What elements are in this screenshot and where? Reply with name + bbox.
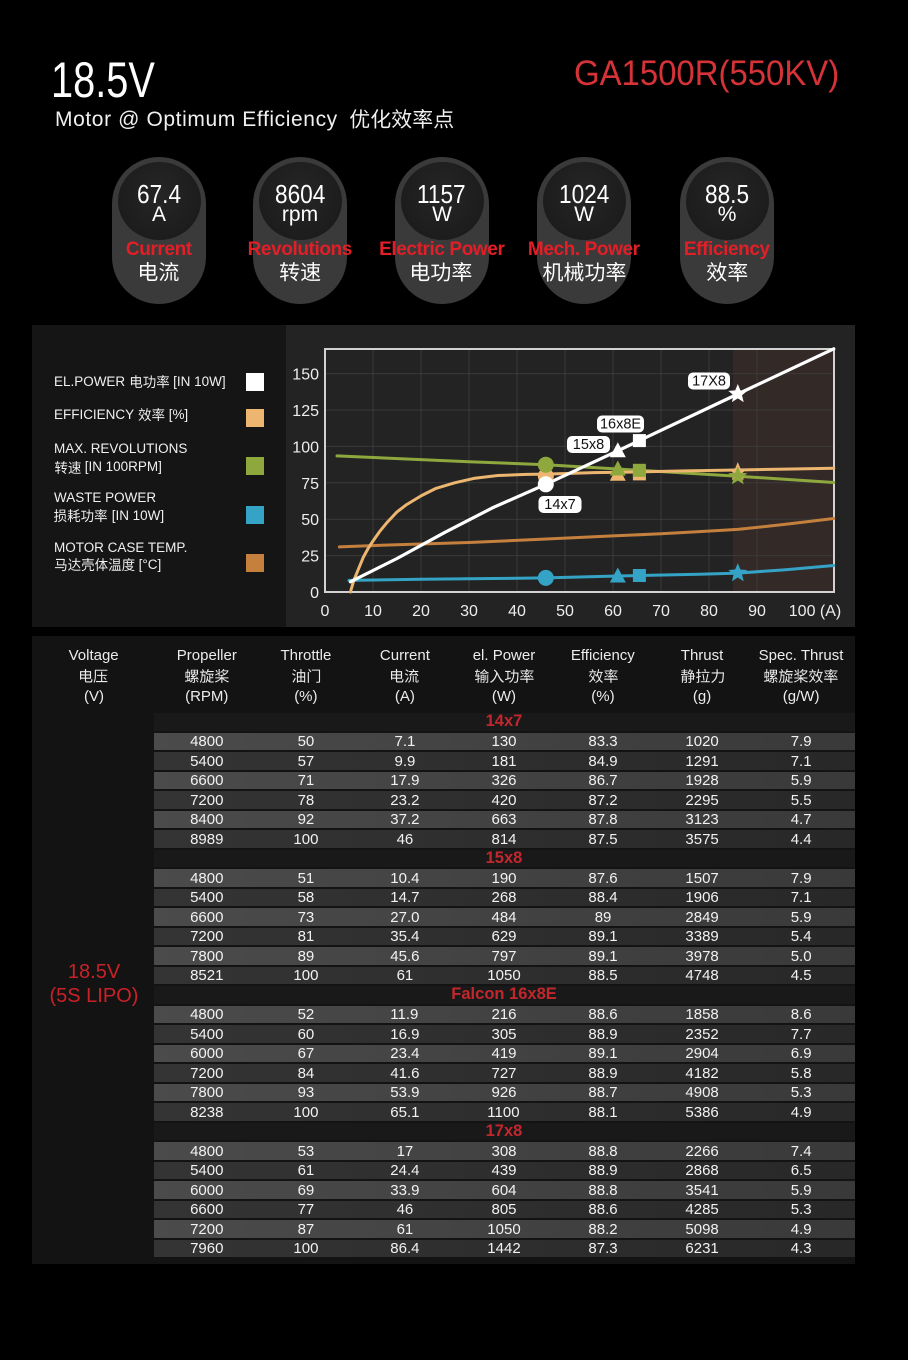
svg-text:75: 75 (301, 476, 319, 493)
svg-text:0: 0 (321, 603, 330, 620)
svg-text:15x8: 15x8 (573, 437, 604, 453)
svg-text:125: 125 (292, 403, 319, 420)
svg-text:20: 20 (412, 603, 430, 620)
svg-text:0: 0 (310, 585, 319, 602)
svg-text:80: 80 (700, 603, 718, 620)
svg-text:25: 25 (301, 549, 319, 566)
svg-text:14x7: 14x7 (544, 497, 575, 513)
svg-text:16x8E: 16x8E (600, 417, 641, 433)
svg-text:30: 30 (460, 603, 478, 620)
svg-text:50: 50 (556, 603, 574, 620)
svg-text:150: 150 (292, 367, 319, 384)
svg-text:40: 40 (508, 603, 526, 620)
svg-text:90: 90 (748, 603, 766, 620)
svg-text:100 (A): 100 (A) (789, 603, 841, 620)
svg-text:17X8: 17X8 (692, 374, 726, 390)
svg-text:10: 10 (364, 603, 382, 620)
svg-text:50: 50 (301, 512, 319, 529)
svg-text:100: 100 (292, 439, 319, 456)
svg-text:70: 70 (652, 603, 670, 620)
svg-text:60: 60 (604, 603, 622, 620)
